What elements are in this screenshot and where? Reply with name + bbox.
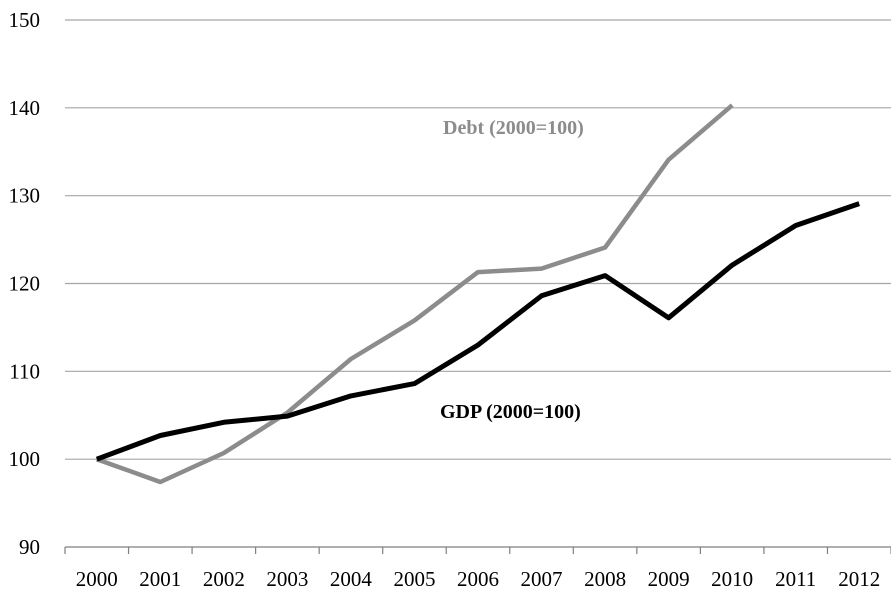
y-tick-label: 110 <box>9 359 40 383</box>
y-tick-label: 150 <box>9 8 41 32</box>
gdp-series-label: GDP (2000=100) <box>440 401 581 423</box>
y-tick-label: 90 <box>19 535 40 559</box>
x-tick-label: 2003 <box>266 567 308 590</box>
y-tick-label: 130 <box>9 184 41 208</box>
gridlines <box>65 19 891 460</box>
x-tick-label: 2009 <box>648 567 690 590</box>
y-tick-label: 140 <box>9 96 41 120</box>
x-tick-label: 2002 <box>203 567 245 590</box>
x-tick-label: 2005 <box>393 567 435 590</box>
x-tick-label: 2006 <box>457 567 499 590</box>
y-tick-label: 100 <box>9 447 41 471</box>
debt-series-label: Debt (2000=100) <box>443 117 584 139</box>
series-labels: Debt (2000=100) GDP (2000=100) <box>440 117 584 423</box>
x-axis: 2000 2001 2002 2003 2004 2005 2006 2007 2008 2009… <box>64 546 891 590</box>
debt-series-line <box>96 103 734 485</box>
series-lines <box>95 103 861 485</box>
y-tick-label: 120 <box>9 272 41 296</box>
x-tick-label: 2011 <box>775 567 816 590</box>
y-axis-ticks: 90 100 110 120 130 140 150 <box>9 8 41 559</box>
gdp-series-line <box>95 201 861 462</box>
x-tick-label: 2008 <box>584 567 626 590</box>
x-tick-label: 2001 <box>139 567 181 590</box>
x-tick-label: 2004 <box>330 567 373 590</box>
x-tick-label: 2010 <box>711 567 753 590</box>
x-tick-label: 2007 <box>521 567 563 590</box>
x-tick-label: 2012 <box>838 567 880 590</box>
x-tick-label: 2000 <box>76 567 118 590</box>
